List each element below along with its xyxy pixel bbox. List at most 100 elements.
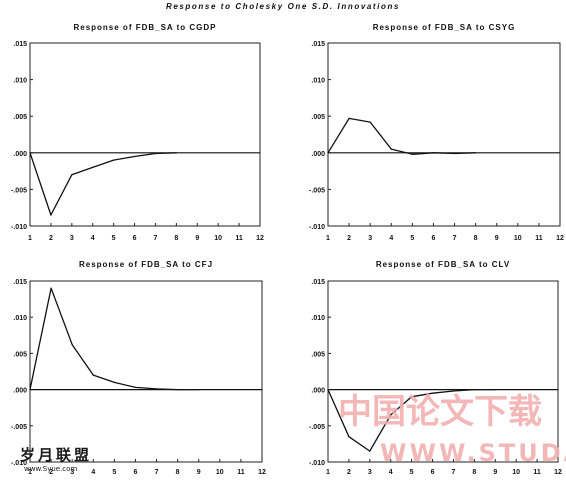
x-tick-label: 4 [91,469,95,476]
data-point [327,389,329,391]
y-tick-label: .000 [13,151,27,158]
y-tick-label: .010 [13,78,27,85]
x-tick-label: 2 [49,469,53,476]
data-point [155,388,158,390]
watermark-cn-text: 中国论文下载 [338,392,542,432]
y-tick-label: -.010 [309,224,325,231]
data-point [175,152,177,154]
site-logo-text: 岁月联盟 [20,446,92,464]
data-point [473,389,475,391]
x-tick-label: 5 [112,469,116,476]
x-tick-label: 3 [70,235,74,242]
data-point [29,389,31,391]
y-tick-label: .010 [311,315,325,322]
x-tick-label: 9 [495,235,499,242]
x-tick-label: 1 [326,235,330,242]
x-tick-label: 10 [512,469,520,476]
data-point [198,389,200,391]
chart-title: Response of FDB_SA to CSYG [373,23,516,32]
y-tick-label: .010 [311,78,325,85]
data-point [113,159,115,161]
x-tick-label: 1 [326,469,330,476]
data-point [411,396,413,398]
data-point [369,450,371,452]
x-tick-label: 3 [368,235,372,242]
data-point [50,287,52,289]
data-point [390,414,392,416]
x-tick-label: 2 [347,469,351,476]
x-tick-label: 1 [28,235,32,242]
y-tick-label: .015 [13,279,27,286]
series-line [29,152,177,216]
plot-frame [29,280,263,463]
x-tick-label: 10 [216,469,224,476]
x-tick-label: 8 [474,235,478,242]
y-tick-label: .005 [311,114,325,121]
y-tick-label: .005 [311,351,325,358]
y-tick-label: -.010 [11,460,27,467]
y-tick-label: -.010 [11,224,27,231]
x-tick-label: 7 [453,235,457,242]
y-tick-label: .000 [311,388,325,395]
x-tick-label: 7 [155,469,159,476]
data-point [453,152,456,155]
x-tick-label: 12 [256,235,264,242]
data-point [134,386,137,389]
data-point [113,381,115,383]
chart-panel-4: Response of FDB_SA to CLV .015 .010 .005 .00… [309,260,562,476]
data-point [452,390,455,392]
x-tick-label: 6 [431,469,435,476]
y-tick-label: .010 [13,315,27,322]
site-logo: 岁月联盟 www.Syue.com [20,446,92,473]
figure-title: Response to Cholesky One S.D. Innovation… [166,2,400,11]
watermark: 中国论文下载 WWW.STUDA. [338,392,566,467]
x-tick-label: 4 [91,235,95,242]
chart-panel-2: Response of FDB_SA to CSYG .015 .010 .005 .0… [309,23,564,242]
data-point [431,392,434,394]
data-point [92,166,94,169]
y-tick-label: .005 [13,351,27,358]
chart-title: Response of FDB_SA to CFJ [79,260,213,269]
x-tick-label: 3 [368,469,372,476]
x-tick-label: 12 [258,469,266,476]
x-tick-label: 5 [410,235,414,242]
y-tick-label: .005 [13,114,27,121]
chart-title: Response of FDB_SA to CGDP [73,23,216,32]
x-tick-label: 4 [389,235,393,242]
data-point [369,121,371,123]
x-tick-label: 9 [493,469,497,476]
x-tick-label: 11 [237,469,245,476]
y-tick-label: .000 [311,151,325,158]
y-tick-label: -.005 [309,187,325,194]
x-tick-label: 6 [134,469,138,476]
series-line [29,287,199,391]
data-point [390,148,392,150]
x-tick-label: 6 [432,235,436,242]
x-tick-label: 11 [533,469,541,476]
data-point [71,174,73,176]
data-point [494,389,496,391]
x-tick-label: 2 [347,235,351,242]
y-tick-label: -.005 [11,187,27,194]
x-tick-label: 4 [389,469,393,476]
data-point [177,389,179,391]
x-tick-label: 5 [410,469,414,476]
plot-frame [327,42,561,227]
x-tick-label: 8 [472,469,476,476]
y-tick-label: .000 [13,388,27,395]
x-tick-label: 7 [452,469,456,476]
x-tick-label: 9 [195,235,199,242]
x-tick-label: 5 [112,235,116,242]
y-tick-label: -.010 [309,460,325,467]
chart-panel-1: Response of FDB_SA to CGDP .015 .010 .005 .0… [11,23,264,242]
plot-frame [29,42,261,227]
x-tick-label: 11 [235,235,243,242]
x-tick-label: 3 [70,469,74,476]
x-tick-label: 8 [176,469,180,476]
data-point [411,153,413,155]
series-line [327,117,476,155]
x-tick-label: 10 [514,235,522,242]
y-tick-label: .015 [311,41,325,48]
plot-frame [327,280,559,463]
